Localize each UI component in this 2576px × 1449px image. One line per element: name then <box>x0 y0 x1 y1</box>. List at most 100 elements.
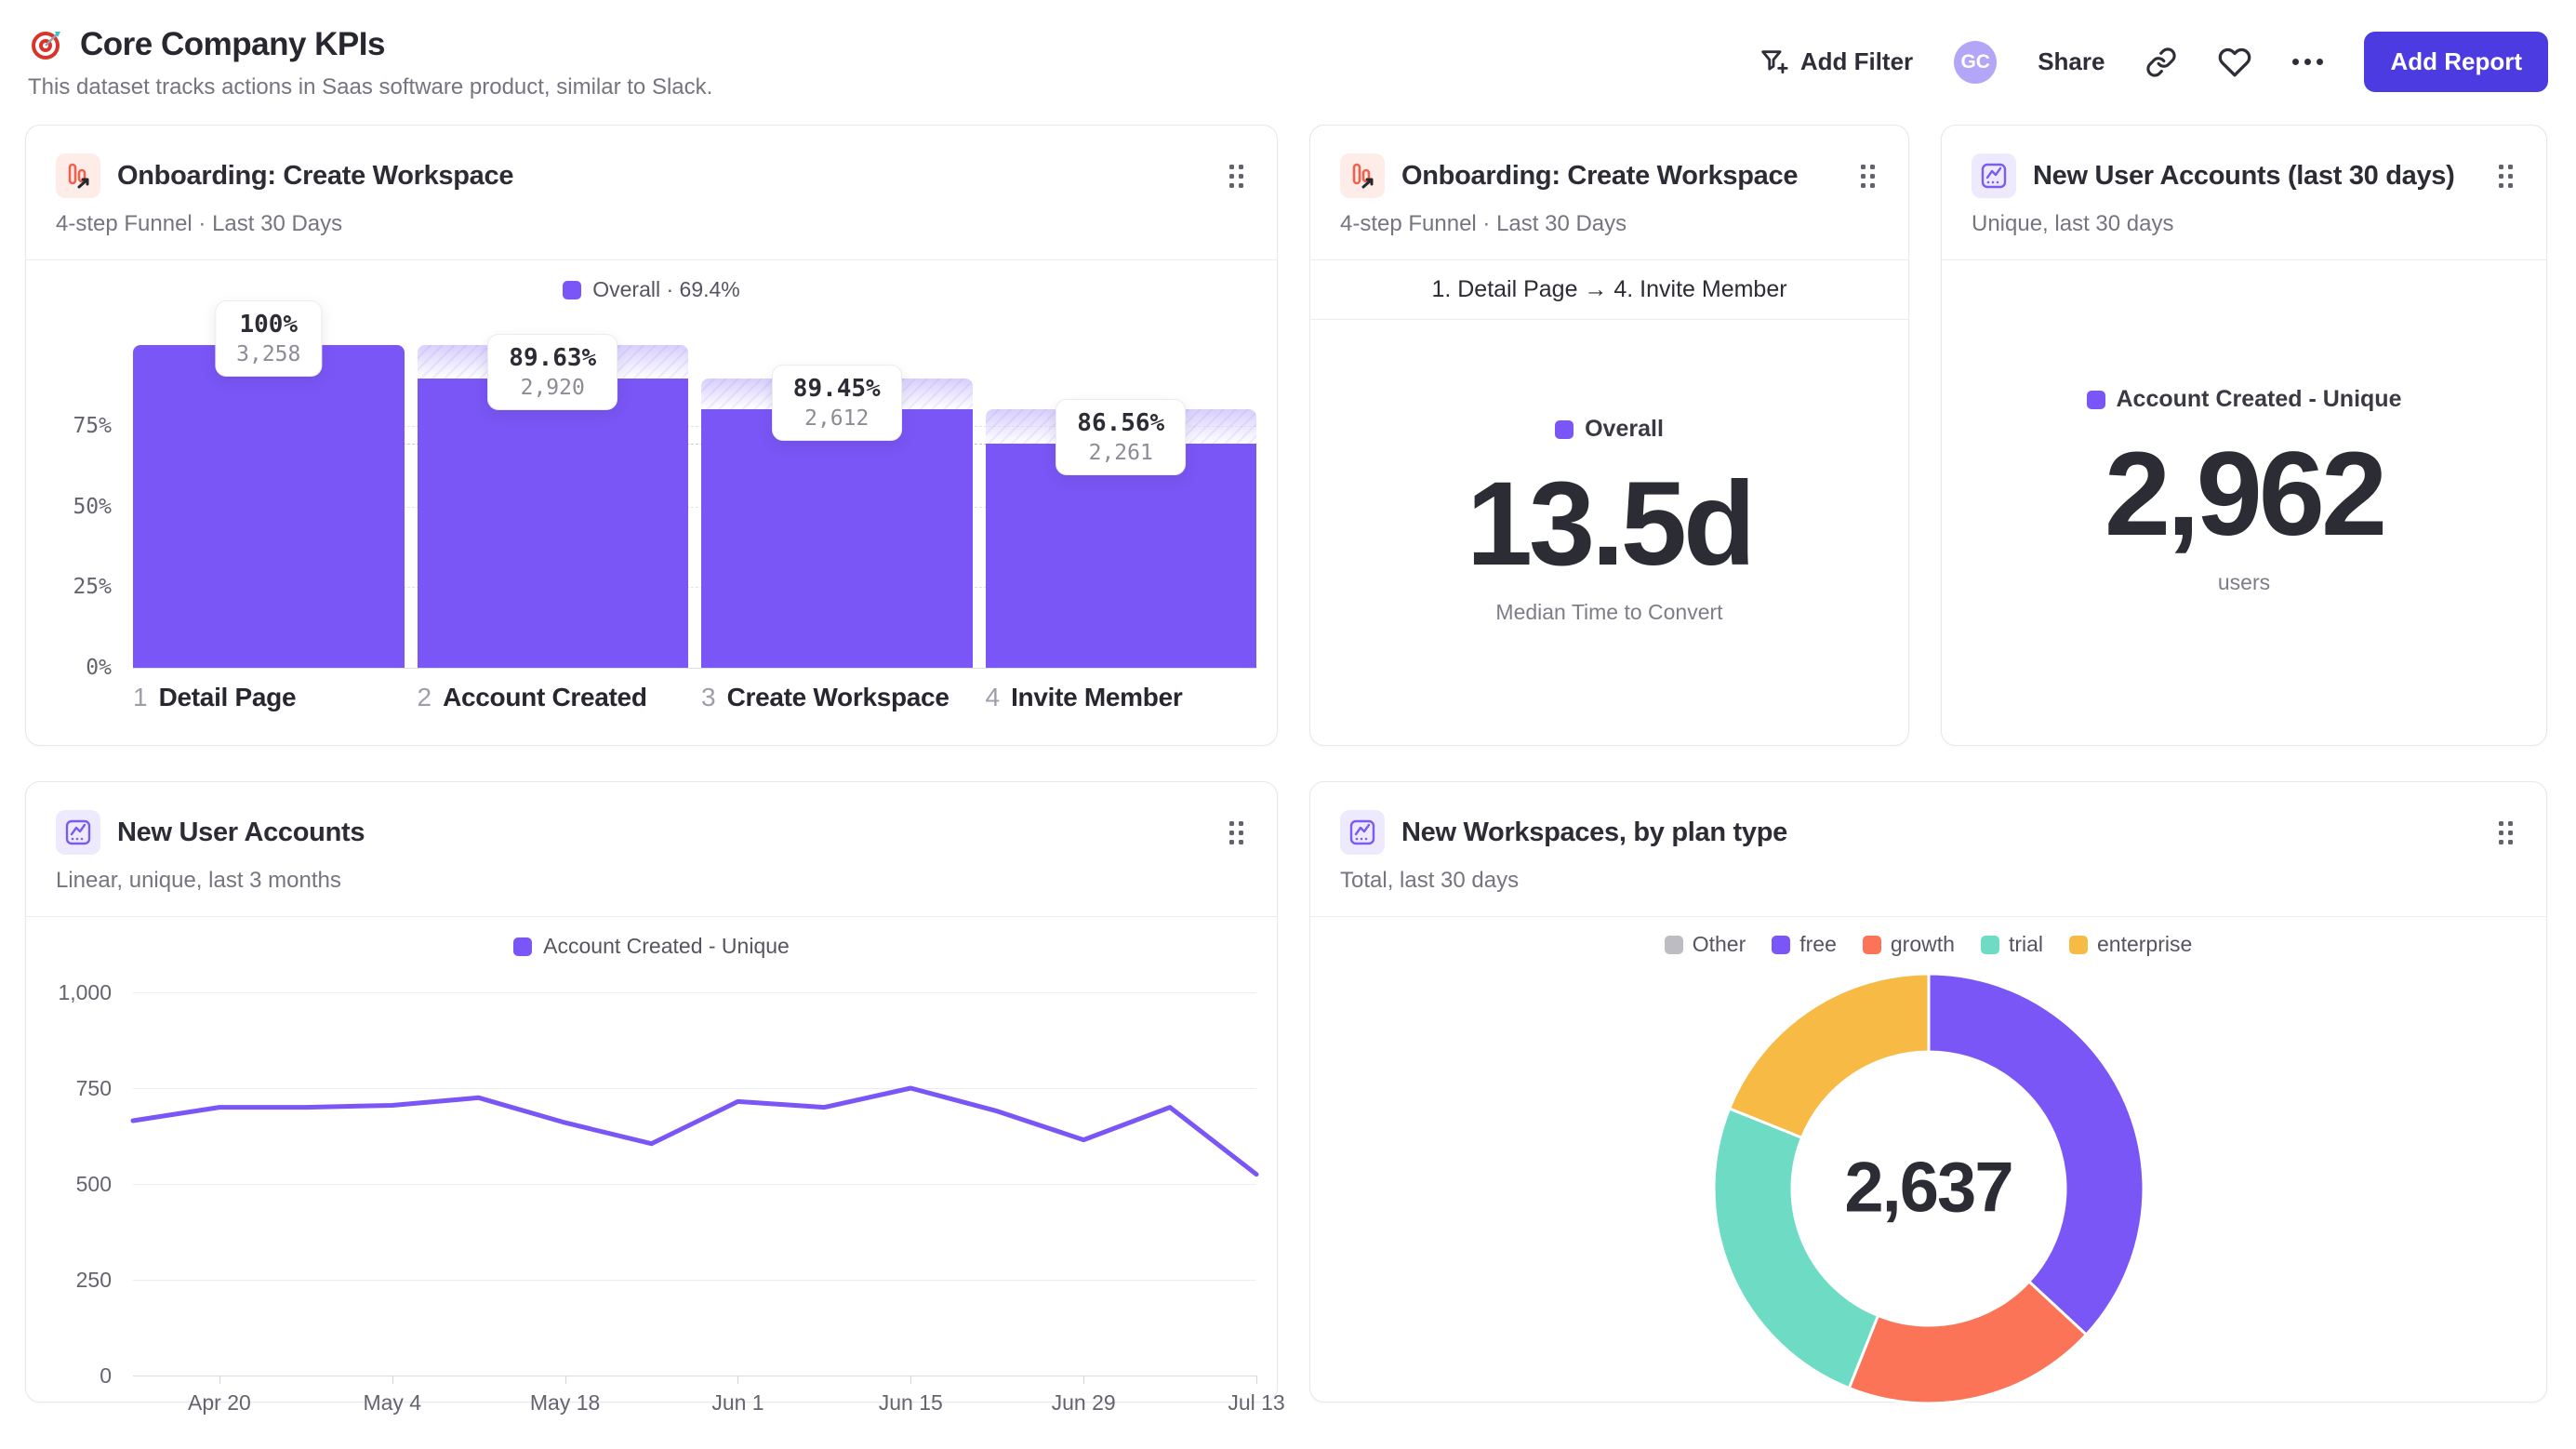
donut-legend-item[interactable]: enterprise <box>2069 932 2192 957</box>
funnel-bar[interactable] <box>133 345 405 668</box>
donut-center-total: 2,637 <box>1844 1148 2013 1228</box>
funnel-step-percentage: 89.45% <box>792 374 881 403</box>
card-new-user-accounts-trend: New User Accounts Linear, unique, last 3… <box>25 781 1285 1415</box>
donut-legend-item[interactable]: growth <box>1862 932 1955 957</box>
more-options-icon[interactable] <box>2292 59 2324 65</box>
metric-caption: users <box>2217 570 2271 594</box>
drag-handle-icon[interactable] <box>1857 161 1879 192</box>
donut-slice-trial[interactable] <box>1712 1106 1879 1390</box>
funnel-bar[interactable] <box>417 378 688 668</box>
line-x-tick-label: Jul 13 <box>1228 1390 1285 1415</box>
target-icon <box>28 26 65 63</box>
drag-handle-icon[interactable] <box>2495 161 2516 192</box>
donut-legend-item[interactable]: free <box>1772 932 1837 957</box>
funnel-step-name: Account Created <box>443 683 647 711</box>
legend-swatch <box>1980 935 1999 954</box>
share-button[interactable]: Share <box>2038 47 2105 75</box>
link-icon[interactable] <box>2145 47 2177 78</box>
line-y-tick-label: 0 <box>100 1363 112 1388</box>
legend-swatch <box>1772 935 1791 954</box>
funnel-step-percentage: 89.63% <box>509 343 597 372</box>
funnel-bars: 100% 3,258 89.63% 2,920 89.45% 2,612 86.56% 2,2… <box>133 300 1256 668</box>
funnel-step-name: Detail Page <box>158 683 297 711</box>
legend-swatch <box>1862 935 1881 954</box>
line-x-tick-label: Jun 1 <box>711 1390 764 1415</box>
funnel-step-labels: 1 Detail Page 2 Account Created 3 Create Work… <box>133 683 1256 712</box>
funnel-bar[interactable] <box>985 444 1256 668</box>
favorite-heart-icon[interactable] <box>2218 46 2251 79</box>
funnel-step-number: 1 <box>133 683 148 711</box>
drag-handle-icon[interactable] <box>2495 818 2516 848</box>
funnel-step-name: Invite Member <box>1011 683 1183 711</box>
card-title: Onboarding: Create Workspace <box>117 160 514 191</box>
overall-conversion-line <box>133 444 1256 445</box>
line-x-tick <box>392 1376 393 1384</box>
line-x-tick <box>219 1376 220 1384</box>
line-gridline <box>133 1184 1256 1185</box>
funnel-chart: 75% 50% 25% 0% 100% 3,258 89.63% 2,920 89.45% 2,6… <box>73 300 1256 680</box>
line-gridline <box>133 992 1256 993</box>
donut-legend-label: trial <box>2008 932 2043 956</box>
card-grid: Onboarding: Create Workspace 4-step Funn… <box>0 100 2576 1415</box>
line-series[interactable] <box>130 992 1259 1376</box>
card-new-user-accounts-30d: New User Accounts (last 30 days) Unique,… <box>1941 125 2547 746</box>
funnel-report-icon <box>56 153 100 198</box>
funnel-bar-column: 89.45% 2,612 <box>701 345 973 668</box>
avatar[interactable]: GC <box>1954 40 1998 84</box>
metric-value: 2,962 <box>2104 428 2387 561</box>
card-title: New User Accounts <box>117 817 365 847</box>
line-gridline <box>133 1280 1256 1281</box>
add-report-button[interactable]: Add Report <box>2364 32 2548 92</box>
line-chart: 1,000 750 500 250 0 Apr 20 May 4 May 18 Jun 1 Jun… <box>58 980 1284 1415</box>
funnel-value-tooltip: 86.56% 2,261 <box>1056 399 1187 476</box>
line-x-tick <box>1083 1376 1085 1384</box>
funnel-step-label: 4 Invite Member <box>986 683 1257 712</box>
line-legend: Account Created - Unique <box>26 934 1277 959</box>
donut-slice-free[interactable] <box>1927 972 2144 1337</box>
funnel-step-count: 2,612 <box>804 405 870 431</box>
donut-slice-growth[interactable] <box>1846 1279 2089 1405</box>
dashboard-header: Core Company KPIs This dataset tracks ac… <box>0 0 2576 100</box>
funnel-bar-column: 86.56% 2,261 <box>985 345 1256 668</box>
metric-legend: Overall <box>1555 416 1664 443</box>
page-title: Core Company KPIs <box>80 26 385 62</box>
line-x-tick-label: May 18 <box>529 1390 601 1415</box>
drag-handle-icon[interactable] <box>1226 161 1247 192</box>
metric-value: 13.5d <box>1466 458 1756 591</box>
divider <box>26 916 1277 917</box>
page-subtitle: This dataset tracks actions in Saas soft… <box>28 74 713 100</box>
donut-slice-enterprise[interactable] <box>1727 972 1930 1140</box>
card-onboarding-funnel: Onboarding: Create Workspace 4-step Funn… <box>25 125 1278 746</box>
card-title: New User Accounts (last 30 days) <box>2033 160 2455 191</box>
donut-legend-item[interactable]: Other <box>1664 932 1746 957</box>
funnel-value-tooltip: 89.45% 2,612 <box>771 364 902 441</box>
funnel-step-percentage: 86.56% <box>1077 409 1165 438</box>
funnel-bar[interactable] <box>701 408 973 668</box>
funnel-value-tooltip: 100% 3,258 <box>215 300 323 377</box>
card-time-to-convert: Onboarding: Create Workspace 4-step Funn… <box>1309 125 1909 746</box>
line-x-tick-label: Jun 29 <box>1051 1390 1116 1415</box>
line-x-tick <box>564 1376 566 1384</box>
line-x-tick-label: May 4 <box>363 1390 422 1415</box>
donut-legend-item[interactable]: trial <box>1980 932 2043 957</box>
donut-legend-label: free <box>1799 932 1837 956</box>
funnel-y-tick-label: 25% <box>73 575 112 600</box>
line-x-tick-label: Apr 20 <box>188 1390 251 1415</box>
funnel-bar-column: 100% 3,258 <box>133 300 405 668</box>
card-title: Onboarding: Create Workspace <box>1401 160 1799 191</box>
donut-legend-label: enterprise <box>2097 932 2193 956</box>
metric-legend: Account Created - Unique <box>2086 386 2401 413</box>
line-x-tick <box>1256 1376 1257 1384</box>
funnel-y-tick-label: 75% <box>73 413 112 438</box>
card-new-workspaces-by-plan: New Workspaces, by plan type Total, last… <box>1309 781 2547 1405</box>
legend-swatch <box>563 280 582 299</box>
card-subtitle: Linear, unique, last 3 months <box>56 868 341 893</box>
drag-handle-icon[interactable] <box>1226 818 1247 848</box>
card-subtitle: 4-step Funnel · Last 30 Days <box>56 211 343 236</box>
funnel-gridline <box>133 506 1256 508</box>
funnel-bar-column: 89.63% 2,920 <box>417 333 688 668</box>
filter-plus-icon <box>1758 47 1789 78</box>
funnel-step-count: 2,920 <box>520 375 585 400</box>
add-filter-button[interactable]: Add Filter <box>1758 47 1913 78</box>
card-subtitle: Total, last 30 days <box>1340 868 1520 893</box>
